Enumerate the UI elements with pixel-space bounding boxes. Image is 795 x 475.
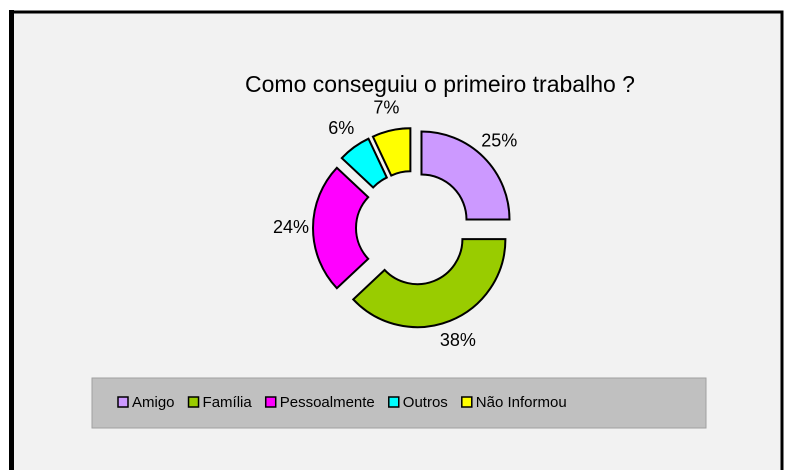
left-border — [9, 10, 14, 470]
donut-segment — [351, 238, 507, 329]
data-label: 24% — [273, 217, 309, 237]
legend-label: Família — [203, 394, 253, 411]
legend-label: Amigo — [132, 394, 175, 411]
data-label: 7% — [373, 98, 399, 118]
data-label: 25% — [481, 130, 517, 150]
legend-label: Não Informou — [476, 394, 567, 411]
legend-swatch — [388, 396, 400, 408]
legend-swatch — [264, 396, 277, 408]
chart-title: Como conseguiu o primeiro trabalho ? — [245, 71, 635, 97]
donut-segment — [312, 166, 370, 290]
legend-swatch — [117, 396, 129, 408]
legend-label: Outros — [403, 394, 448, 411]
data-label: 6% — [328, 118, 354, 138]
donut-segment — [371, 127, 412, 177]
donut-segment — [420, 130, 511, 221]
donut-segment — [340, 137, 389, 189]
legend-swatch — [187, 396, 200, 408]
legend-label: Pessoalmente — [280, 394, 375, 411]
legend-swatch — [461, 396, 473, 408]
data-label: 38% — [440, 330, 476, 350]
